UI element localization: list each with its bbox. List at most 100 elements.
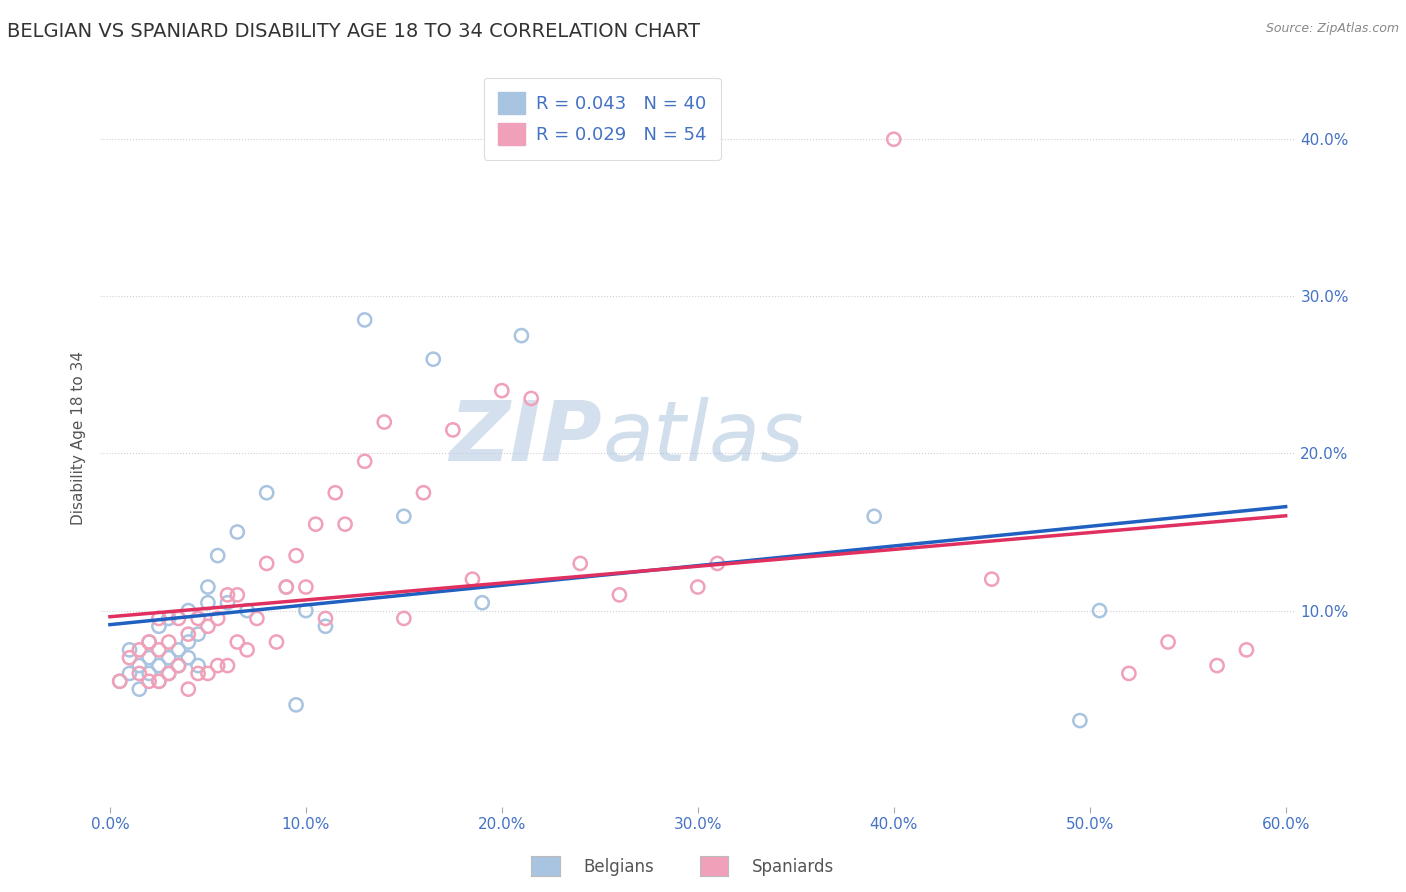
Legend: R = 0.043   N = 40, R = 0.029   N = 54: R = 0.043 N = 40, R = 0.029 N = 54 <box>484 78 721 160</box>
Point <box>314 619 336 633</box>
Point <box>1206 658 1229 673</box>
Y-axis label: Disability Age 18 to 34: Disability Age 18 to 34 <box>72 351 86 524</box>
Point <box>187 658 209 673</box>
Point <box>167 658 190 673</box>
Point <box>441 423 464 437</box>
Point <box>108 674 131 689</box>
Point <box>217 588 239 602</box>
Point <box>1069 714 1091 728</box>
Point <box>305 517 328 532</box>
Point <box>197 580 219 594</box>
Point <box>118 643 141 657</box>
Point <box>980 572 1002 586</box>
Point <box>177 650 200 665</box>
Text: BELGIAN VS SPANIARD DISABILITY AGE 18 TO 34 CORRELATION CHART: BELGIAN VS SPANIARD DISABILITY AGE 18 TO… <box>7 22 700 41</box>
Point <box>226 635 249 649</box>
Point <box>148 658 170 673</box>
Point <box>207 549 229 563</box>
Point <box>157 611 180 625</box>
Text: Belgians: Belgians <box>583 858 654 876</box>
Point <box>236 643 259 657</box>
Point <box>1157 635 1180 649</box>
Point <box>148 611 170 625</box>
Point <box>177 604 200 618</box>
Point <box>276 580 298 594</box>
Point <box>392 611 415 625</box>
Point <box>207 658 229 673</box>
Point <box>128 658 150 673</box>
Point <box>246 611 269 625</box>
Point <box>148 619 170 633</box>
Point <box>148 674 170 689</box>
Point <box>138 635 160 649</box>
Point <box>276 580 298 594</box>
Point <box>167 643 190 657</box>
Point <box>148 643 170 657</box>
Point <box>333 517 356 532</box>
Point <box>138 650 160 665</box>
Point <box>217 658 239 673</box>
Point <box>422 352 444 367</box>
Point <box>686 580 709 594</box>
Point <box>217 596 239 610</box>
Point <box>177 627 200 641</box>
Point <box>706 557 728 571</box>
Point <box>138 674 160 689</box>
Point <box>883 132 905 146</box>
Point <box>128 643 150 657</box>
Point <box>353 454 375 468</box>
Point <box>392 509 415 524</box>
Point <box>167 658 190 673</box>
Point <box>609 588 631 602</box>
Point <box>295 604 318 618</box>
Point <box>323 485 346 500</box>
Point <box>226 524 249 539</box>
Point <box>491 384 513 398</box>
Point <box>157 635 180 649</box>
Point <box>157 666 180 681</box>
Point <box>118 650 141 665</box>
Point <box>256 485 278 500</box>
Point <box>128 682 150 697</box>
Point <box>128 666 150 681</box>
Point <box>108 674 131 689</box>
Point <box>285 549 308 563</box>
Point <box>197 619 219 633</box>
Point <box>569 557 592 571</box>
Point <box>157 666 180 681</box>
Point <box>197 666 219 681</box>
Point <box>353 313 375 327</box>
Point <box>471 596 494 610</box>
Point <box>295 580 318 594</box>
Text: Source: ZipAtlas.com: Source: ZipAtlas.com <box>1265 22 1399 36</box>
Text: atlas: atlas <box>602 397 804 478</box>
Point <box>1118 666 1140 681</box>
Point <box>412 485 434 500</box>
Point <box>285 698 308 712</box>
Point <box>187 627 209 641</box>
Point <box>118 666 141 681</box>
Point <box>266 635 288 649</box>
Point <box>177 635 200 649</box>
Point <box>314 611 336 625</box>
Point <box>157 650 180 665</box>
Point <box>138 666 160 681</box>
Point <box>187 666 209 681</box>
Point <box>226 588 249 602</box>
Point <box>256 557 278 571</box>
Point <box>187 611 209 625</box>
Text: Spaniards: Spaniards <box>752 858 834 876</box>
Text: ZIP: ZIP <box>450 397 602 478</box>
Point <box>236 604 259 618</box>
Point <box>167 611 190 625</box>
Point <box>461 572 484 586</box>
Point <box>373 415 395 429</box>
Point <box>510 328 533 343</box>
Point <box>177 682 200 697</box>
Point <box>197 596 219 610</box>
Point <box>148 674 170 689</box>
Point <box>207 611 229 625</box>
Point <box>1236 643 1258 657</box>
Point <box>863 509 886 524</box>
Point <box>138 635 160 649</box>
